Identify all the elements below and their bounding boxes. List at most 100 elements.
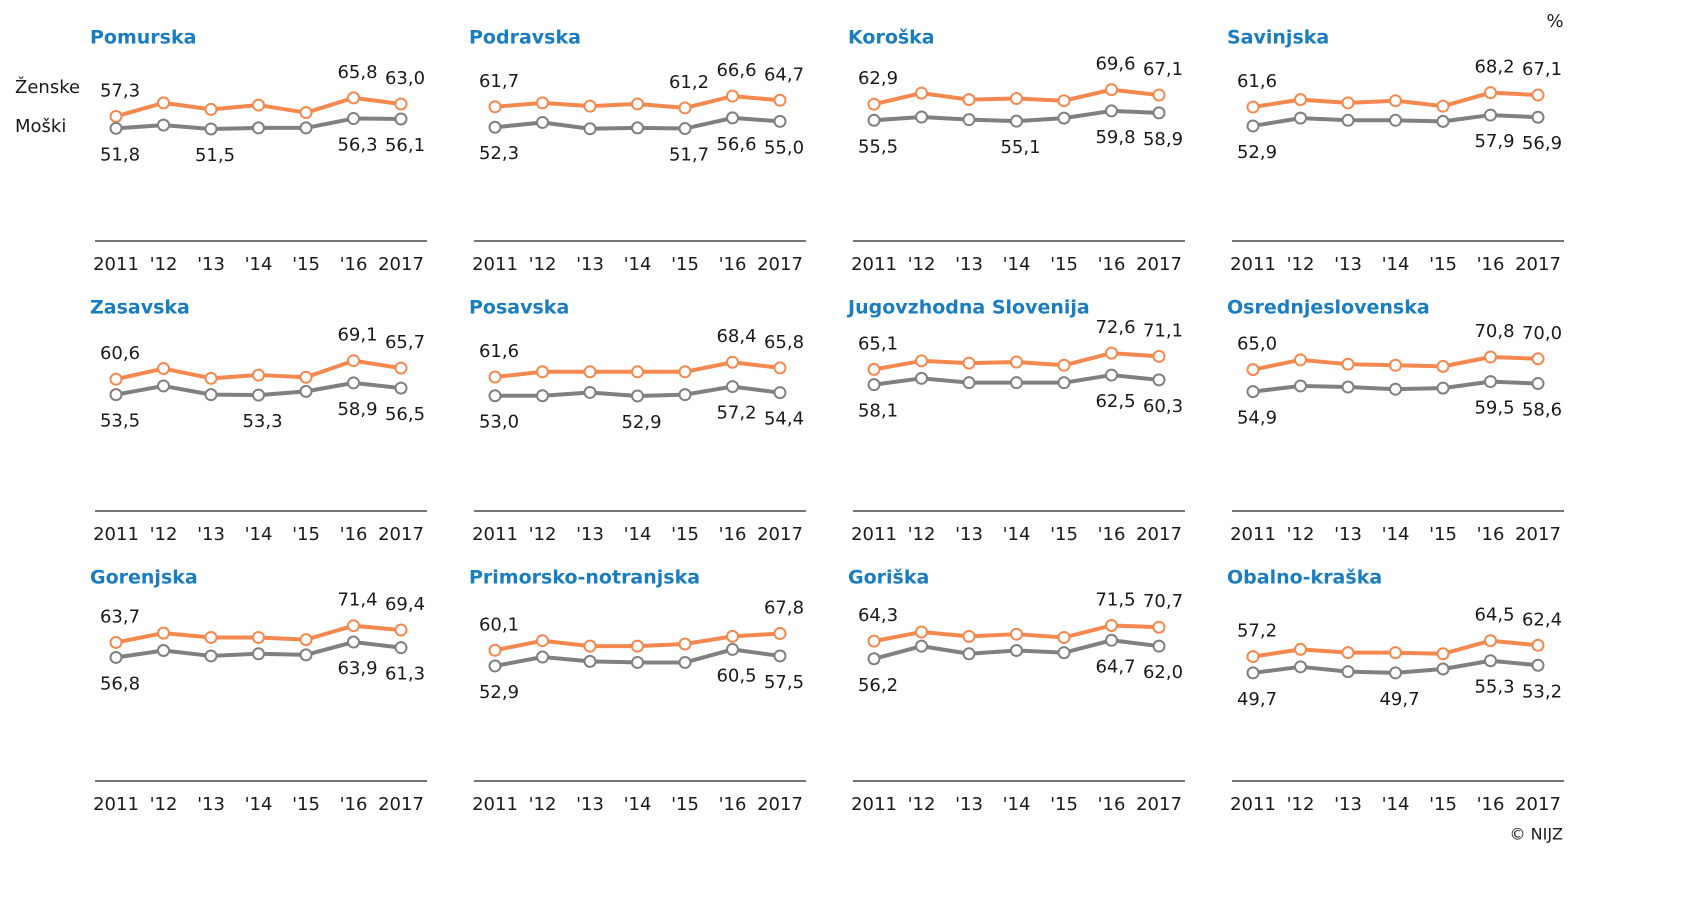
- value-label: 55,0: [764, 137, 804, 158]
- x-tick-label: '15: [1050, 254, 1078, 275]
- panel-title: Primorsko-notranjska: [469, 567, 700, 589]
- x-tick-label: 2017: [1515, 254, 1561, 275]
- x-tick-label: 2011: [851, 524, 897, 545]
- point: [1484, 86, 1497, 100]
- point: [204, 122, 218, 136]
- point: [631, 389, 644, 403]
- point: [252, 368, 265, 382]
- point: [915, 354, 928, 368]
- value-label: 62,5: [1095, 391, 1135, 412]
- point: [204, 630, 218, 644]
- x-tick-label: '16: [1477, 254, 1505, 275]
- point: [1246, 385, 1260, 399]
- value-label: 54,4: [764, 409, 804, 430]
- point: [678, 365, 692, 379]
- value-label: 72,6: [1095, 317, 1135, 338]
- panel-title: Pomurska: [90, 27, 196, 49]
- x-tick-label: '14: [1382, 794, 1410, 815]
- point: [157, 118, 170, 132]
- point: [299, 370, 313, 384]
- point: [1341, 113, 1355, 127]
- point: [631, 655, 644, 669]
- panel-title: Podravska: [469, 27, 581, 49]
- x-tick-label: 2011: [472, 524, 518, 545]
- x-tick-label: 2011: [1230, 254, 1276, 275]
- point: [536, 650, 549, 664]
- point: [157, 96, 170, 110]
- point: [1389, 382, 1402, 396]
- point: [631, 365, 644, 379]
- point: [347, 376, 360, 390]
- point: [1389, 358, 1402, 372]
- point: [867, 652, 881, 666]
- value-label: 58,9: [337, 399, 377, 420]
- x-tick-label: 2017: [757, 794, 803, 815]
- x-tick-label: 2011: [93, 254, 139, 275]
- panel-title: Obalno-kraška: [1227, 567, 1382, 589]
- x-tick-label: '13: [197, 254, 225, 275]
- x-tick-label: '13: [1334, 524, 1362, 545]
- value-label: 68,4: [716, 326, 756, 347]
- value-label: 57,3: [100, 80, 140, 101]
- point: [867, 378, 881, 392]
- x-tick-label: '13: [576, 254, 604, 275]
- x-tick-label: '16: [719, 524, 747, 545]
- x-tick-label: '14: [245, 524, 273, 545]
- point: [204, 102, 218, 116]
- point: [726, 642, 739, 656]
- x-tick-label: '14: [1003, 524, 1031, 545]
- x-tick-label: '15: [1429, 794, 1457, 815]
- point: [1057, 646, 1071, 660]
- value-label: 68,2: [1474, 57, 1514, 78]
- point: [726, 111, 739, 125]
- point: [109, 109, 123, 123]
- x-tick-label: 2017: [378, 254, 424, 275]
- point: [394, 97, 408, 111]
- point: [962, 356, 976, 370]
- point: [962, 113, 976, 127]
- x-tick-label: '13: [955, 524, 983, 545]
- point: [347, 354, 360, 368]
- value-label: 64,7: [764, 64, 804, 85]
- value-label: 60,1: [479, 614, 519, 635]
- x-tick-label: '15: [292, 794, 320, 815]
- value-label: 69,4: [385, 594, 425, 615]
- point: [109, 372, 123, 386]
- point: [1057, 111, 1071, 125]
- unit-label: %: [1546, 11, 1563, 32]
- point: [678, 122, 692, 136]
- value-label: 56,6: [716, 134, 756, 155]
- x-tick-label: 2011: [93, 524, 139, 545]
- value-label: 61,6: [479, 341, 519, 362]
- point: [536, 365, 549, 379]
- panel-title: Goriška: [848, 567, 929, 589]
- x-tick-label: '12: [529, 254, 557, 275]
- x-tick-label: '15: [292, 254, 320, 275]
- point: [915, 86, 928, 100]
- point: [867, 97, 881, 111]
- x-tick-label: '16: [1477, 794, 1505, 815]
- point: [1341, 380, 1355, 394]
- point: [1152, 349, 1166, 363]
- point: [773, 649, 787, 663]
- value-label: 67,8: [764, 598, 804, 619]
- point: [1341, 646, 1355, 660]
- point: [1436, 114, 1450, 128]
- panel-title: Gorenjska: [90, 567, 198, 589]
- value-label: 71,4: [337, 590, 377, 611]
- value-label: 71,1: [1143, 320, 1183, 341]
- point: [1389, 94, 1402, 108]
- x-tick-label: '12: [1287, 794, 1315, 815]
- point: [1105, 83, 1118, 97]
- legend-label: Moški: [15, 116, 66, 137]
- point: [488, 370, 502, 384]
- value-label: 70,8: [1474, 321, 1514, 342]
- point: [1484, 634, 1497, 648]
- point: [1484, 350, 1497, 364]
- point: [631, 97, 644, 111]
- point: [536, 634, 549, 648]
- x-tick-label: '13: [955, 254, 983, 275]
- value-label: 54,9: [1237, 408, 1277, 429]
- x-tick-label: 2017: [378, 794, 424, 815]
- value-label: 64,7: [1095, 656, 1135, 677]
